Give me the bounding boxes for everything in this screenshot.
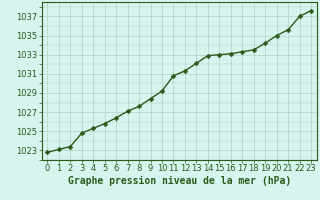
X-axis label: Graphe pression niveau de la mer (hPa): Graphe pression niveau de la mer (hPa): [68, 176, 291, 186]
